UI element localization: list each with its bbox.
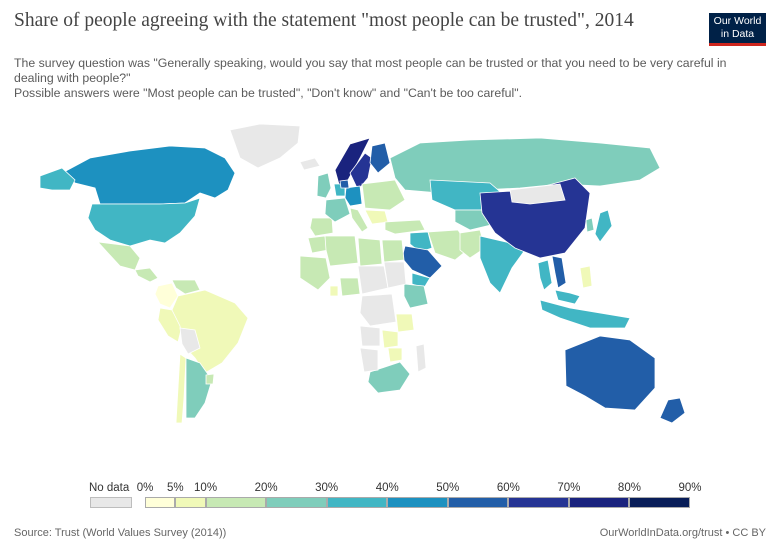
legend-no-data-label: No data [89, 482, 130, 494]
chart-title: Share of people agreeing with the statem… [14, 10, 634, 31]
region-algeria[interactable]: Algeria [324, 235, 359, 267]
region-australia[interactable]: Australia [564, 335, 656, 411]
region-spain[interactable]: Spain [309, 217, 334, 237]
region-chile[interactable]: Chile [175, 353, 187, 424]
legend-bin-9[interactable] [629, 497, 690, 508]
region-finland[interactable]: Finland [369, 142, 391, 174]
source-note: Source: Trust (World Values Survey (2014… [14, 527, 227, 539]
logo-line-1: Our World [713, 15, 762, 27]
legend-bin-6[interactable] [447, 497, 509, 508]
region-alaska[interactable]: Alaska [39, 167, 76, 191]
region-mexico[interactable]: Mexico [96, 241, 141, 271]
region-eastern-europe[interactable]: Eastern Europe [361, 179, 406, 211]
region-venezuela[interactable]: Venezuela [171, 279, 201, 295]
legend-tick-label: 90% [678, 482, 702, 494]
region-tanzania[interactable]: Tanzania [395, 313, 415, 333]
color-legend: No data 0% 5% 10% 20% 30% 40% 50% 60% 70% 80% 90% [0, 478, 780, 514]
region-iceland[interactable]: Iceland [299, 157, 321, 171]
legend-bin-7[interactable] [508, 497, 569, 508]
region-france[interactable]: France [324, 197, 351, 223]
region-sudan[interactable]: Sudan [383, 261, 407, 289]
region-south-africa[interactable]: South Africa [367, 361, 411, 394]
owid-logo[interactable]: Our World in Data [709, 13, 766, 46]
chart-subtitle: The survey question was "Generally speak… [14, 56, 764, 101]
region-nigeria[interactable]: Nigeria [339, 277, 361, 297]
region-malaysia[interactable]: Malaysia [554, 289, 581, 305]
legend-tick-label: 70% [557, 482, 581, 494]
region-united-states[interactable]: United States [87, 197, 201, 247]
region-canada[interactable]: Canada [61, 145, 236, 205]
legend-tick-label: 20% [254, 482, 278, 494]
logo-line-2: in Data [720, 28, 755, 40]
region-mongolia[interactable]: Mongolia [509, 183, 566, 205]
region-uruguay[interactable]: Uruguay [205, 373, 215, 385]
region-russia[interactable]: Russia [389, 137, 661, 194]
region-central-america[interactable]: Central America [134, 267, 159, 283]
legend-bin-1[interactable] [175, 497, 206, 508]
region-italy[interactable]: Italy [349, 207, 369, 233]
legend-bin-5[interactable] [387, 497, 448, 508]
region-namibia[interactable]: Namibia [359, 347, 379, 373]
region-colombia[interactable]: Colombia [154, 282, 179, 309]
legend-tick-label: 50% [436, 482, 460, 494]
region-balkans[interactable]: Balkans [364, 209, 389, 225]
region-libya[interactable]: Libya [357, 237, 383, 267]
region-indonesia[interactable]: Indonesia [539, 299, 631, 329]
region-zambia[interactable]: Zambia [381, 329, 399, 349]
legend-tick-label: 0% [136, 482, 154, 494]
region-germany[interactable]: Germany [344, 185, 363, 207]
region-philippines[interactable]: Philippines [579, 265, 593, 289]
legend-tick-label: 60% [496, 482, 520, 494]
region-greenland[interactable]: Greenland [229, 123, 301, 169]
region-japan[interactable]: Japan [594, 209, 613, 243]
region-west-africa[interactable]: West Africa [299, 255, 331, 291]
region-bolivia[interactable]: Bolivia [179, 327, 201, 355]
regions-layer: CanadaUnited States Alaska Greenland Mexico… [39, 123, 686, 424]
legend-bin-0[interactable] [145, 497, 176, 508]
subtitle-line-1: The survey question was "Generally speak… [14, 56, 727, 85]
legend-tick-label: 5% [166, 482, 184, 494]
legend-bin-4[interactable] [326, 497, 388, 508]
region-united-kingdom[interactable]: United Kingdom [316, 172, 332, 199]
credit-link[interactable]: OurWorldInData.org/trust • CC BY [599, 527, 766, 539]
legend-tick-label: 10% [194, 482, 218, 494]
region-argentina[interactable]: Argentina [185, 357, 213, 419]
region-dr-congo[interactable]: DR Congo [359, 293, 397, 327]
region-central-africa[interactable]: Central Africa [357, 265, 389, 295]
legend-bin-8[interactable] [568, 497, 630, 508]
region-madagascar[interactable]: Madagascar [415, 343, 427, 373]
region-egypt[interactable]: Egypt [381, 239, 405, 263]
legend-no-data-swatch[interactable] [90, 497, 132, 508]
legend-bin-3[interactable] [266, 497, 327, 508]
region-new-zealand[interactable]: New Zealand [659, 397, 686, 424]
legend-tick-label: 40% [375, 482, 399, 494]
legend-tick-label: 80% [617, 482, 641, 494]
legend-tick-label: 30% [315, 482, 339, 494]
region-turkey[interactable]: Turkey [384, 219, 426, 235]
region-ghana[interactable]: Ghana [329, 285, 339, 297]
region-netherlands[interactable]: Netherlands [339, 179, 350, 189]
region-zimbabwe[interactable]: Zimbabwe [387, 347, 403, 363]
world-map[interactable]: CanadaUnited States Alaska Greenland Mexico… [0, 118, 780, 438]
region-angola[interactable]: Angola [359, 325, 381, 347]
region-south-korea[interactable]: South Korea [585, 217, 595, 233]
region-thailand[interactable]: Thailand [537, 259, 553, 291]
region-ethiopia[interactable]: Ethiopia [403, 283, 429, 309]
region-iran[interactable]: Iran [427, 229, 471, 261]
legend-bin-2[interactable] [205, 497, 267, 508]
logo-accent-bar [709, 43, 766, 46]
region-pakistan[interactable]: Pakistan [459, 229, 486, 259]
region-vietnam[interactable]: Vietnam [551, 255, 567, 289]
subtitle-line-2: Possible answers were "Most people can b… [14, 86, 522, 100]
